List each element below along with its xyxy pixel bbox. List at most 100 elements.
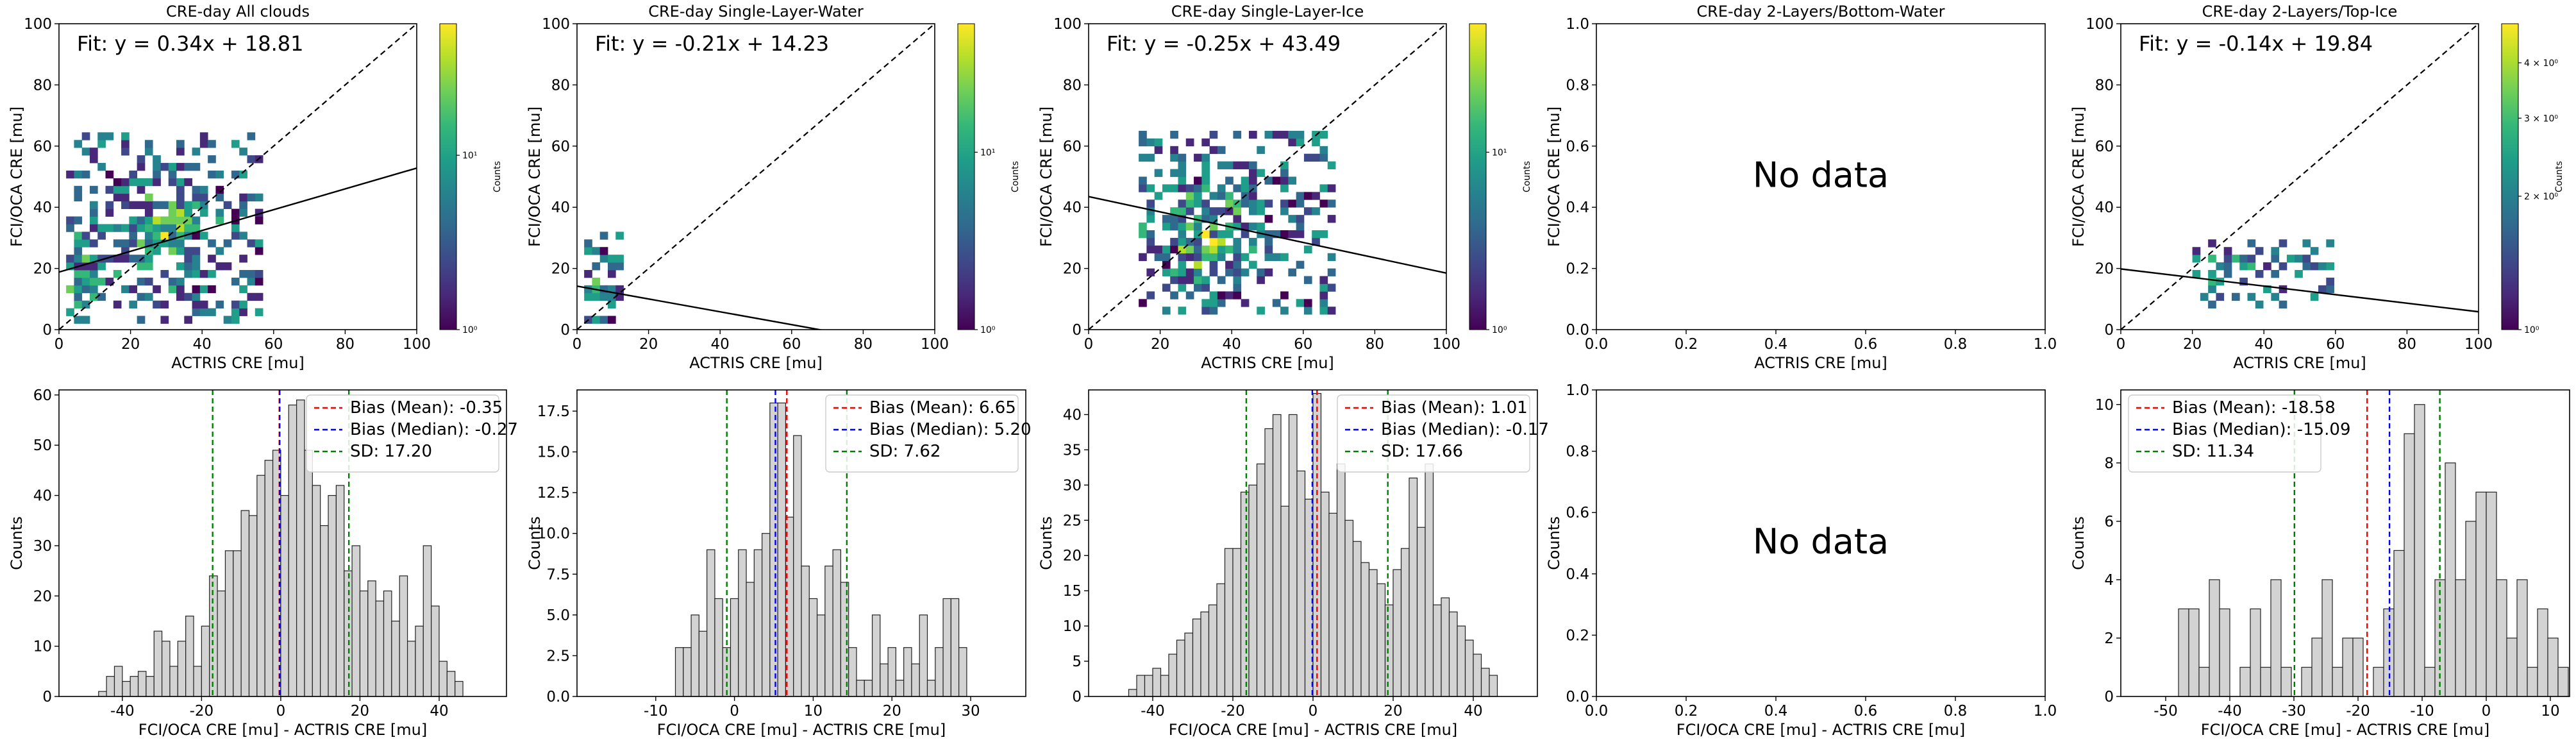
heatmap-cell xyxy=(184,262,192,271)
heatmap-cell xyxy=(1280,207,1289,215)
heatmap-2-xtick-label: 20 xyxy=(639,336,658,353)
heatmap-cell xyxy=(1241,230,1250,239)
heatmap-cell xyxy=(81,170,90,179)
heatmap-cell xyxy=(1139,176,1147,185)
heatmap-5-cbar-tick-label: 4 × 10⁰ xyxy=(2524,58,2558,69)
histogram-bar xyxy=(1248,484,1258,697)
histogram-2-xtick-label: 30 xyxy=(961,703,980,720)
histogram-3-ytick-label: 20 xyxy=(1063,548,1082,564)
heatmap-cell xyxy=(121,185,130,194)
heatmap-cell xyxy=(105,208,114,217)
heatmap-3-xtick-label: 40 xyxy=(1223,336,1241,353)
heatmap-cell xyxy=(192,269,201,278)
heatmap-4-xtick-label: 0.2 xyxy=(1675,336,1698,353)
heatmap-cell xyxy=(1233,199,1242,208)
histogram-bar xyxy=(130,676,139,697)
histogram-bar xyxy=(1208,604,1217,697)
heatmap-cell xyxy=(192,232,201,240)
histogram-bar xyxy=(1425,463,1434,697)
heatmap-cell xyxy=(153,224,161,232)
heatmap-1-xtick-label: 0 xyxy=(54,336,64,353)
heatmap-cell xyxy=(208,140,216,148)
heatmap-cell xyxy=(1257,199,1265,208)
heatmap-cell xyxy=(192,285,201,294)
histogram-5-ytick-label: 2 xyxy=(2104,630,2114,647)
heatmap-cell xyxy=(1162,283,1171,292)
histogram-bar xyxy=(2280,666,2292,697)
heatmap-cell xyxy=(113,178,122,187)
heatmap-1-xtick-label: 80 xyxy=(336,336,355,353)
histogram-3-legend-box xyxy=(1337,394,1530,473)
histogram-bar xyxy=(431,605,440,697)
heatmap-cell xyxy=(176,193,185,202)
histogram-2-ytick-label: 7.5 xyxy=(546,566,570,583)
histogram-bar xyxy=(856,679,865,697)
histogram-2-ytick-label: 17.5 xyxy=(537,403,570,420)
heatmap-2-ytick-label: 20 xyxy=(551,261,570,278)
heatmap-cell xyxy=(1201,245,1210,254)
heatmap-cell xyxy=(599,232,608,240)
histogram-3-ylabel: Counts xyxy=(1037,516,1055,570)
histogram-bar xyxy=(1184,632,1194,697)
heatmap-cell xyxy=(1264,245,1273,254)
heatmap-cell xyxy=(2192,269,2201,278)
histogram-4-xtick-label: 0.2 xyxy=(1675,703,1698,720)
heatmap-cell xyxy=(1178,199,1187,208)
heatmap-cell xyxy=(1303,307,1312,315)
heatmap-cell xyxy=(615,262,624,271)
heatmap-cell xyxy=(1327,161,1336,169)
histogram-3-xtick-label: 0 xyxy=(1309,703,1318,720)
heatmap-cell xyxy=(1241,161,1250,169)
heatmap-cell xyxy=(1233,276,1242,284)
heatmap-cell xyxy=(1312,207,1320,215)
heatmap-cell xyxy=(2255,269,2264,278)
heatmap-cell xyxy=(1327,307,1336,315)
heatmap-cell xyxy=(176,178,185,187)
histogram-4-no-data: No data xyxy=(1753,521,1889,562)
histogram-2-xtick-label: 20 xyxy=(883,703,901,720)
heatmap-3-colorbar xyxy=(1469,23,1487,330)
heatmap-cell xyxy=(121,224,130,232)
heatmap-cell xyxy=(1312,192,1320,200)
heatmap-cell xyxy=(1319,291,1328,299)
heatmap-cell xyxy=(1139,153,1147,162)
heatmap-cell xyxy=(1162,307,1171,315)
heatmap-cell xyxy=(144,140,153,148)
heatmap-cell xyxy=(1139,138,1147,147)
histogram-bar xyxy=(801,565,810,697)
heatmap-cell xyxy=(1139,253,1147,262)
heatmap-1-colorbar xyxy=(439,23,457,330)
heatmap-cell xyxy=(247,269,256,278)
heatmap-cell xyxy=(168,208,177,217)
heatmap-cell xyxy=(1280,184,1289,192)
heatmap-cell xyxy=(1185,199,1194,208)
histogram-bar xyxy=(2537,608,2548,697)
heatmap-4-xlabel: ACTRIS CRE [mu] xyxy=(1754,354,1887,372)
heatmap-cell xyxy=(184,208,192,217)
heatmap-cell xyxy=(1209,230,1218,239)
heatmap-cell xyxy=(1248,176,1257,185)
heatmap-cell xyxy=(1194,253,1202,262)
heatmap-1-fit-label: Fit: y = 0.34x + 18.81 xyxy=(77,31,304,56)
heatmap-cell xyxy=(1154,138,1163,147)
heatmap-cell xyxy=(1327,283,1336,292)
heatmap-cell xyxy=(592,277,601,286)
histogram-bar xyxy=(761,533,771,697)
heatmap-3-ytick-label: 0 xyxy=(1072,322,1082,339)
heatmap-cell xyxy=(223,239,232,248)
heatmap-cell xyxy=(1154,192,1163,200)
histogram-bar xyxy=(351,545,361,697)
heatmap-cell xyxy=(1170,291,1178,299)
heatmap-cell xyxy=(1178,283,1187,292)
heatmap-2-ytick-label: 0 xyxy=(560,322,570,339)
histogram-5-legend-box xyxy=(2128,394,2321,473)
histogram-bar xyxy=(935,647,944,697)
heatmap-cell xyxy=(215,216,224,224)
heatmap-cell xyxy=(1280,176,1289,185)
histogram-2-legend-label: SD: 7.62 xyxy=(869,442,941,461)
heatmap-cell xyxy=(168,163,177,171)
heatmap-cell xyxy=(144,277,153,286)
heatmap-cell xyxy=(81,285,90,294)
heatmap-cell xyxy=(168,224,177,232)
heatmap-cell xyxy=(97,163,106,171)
